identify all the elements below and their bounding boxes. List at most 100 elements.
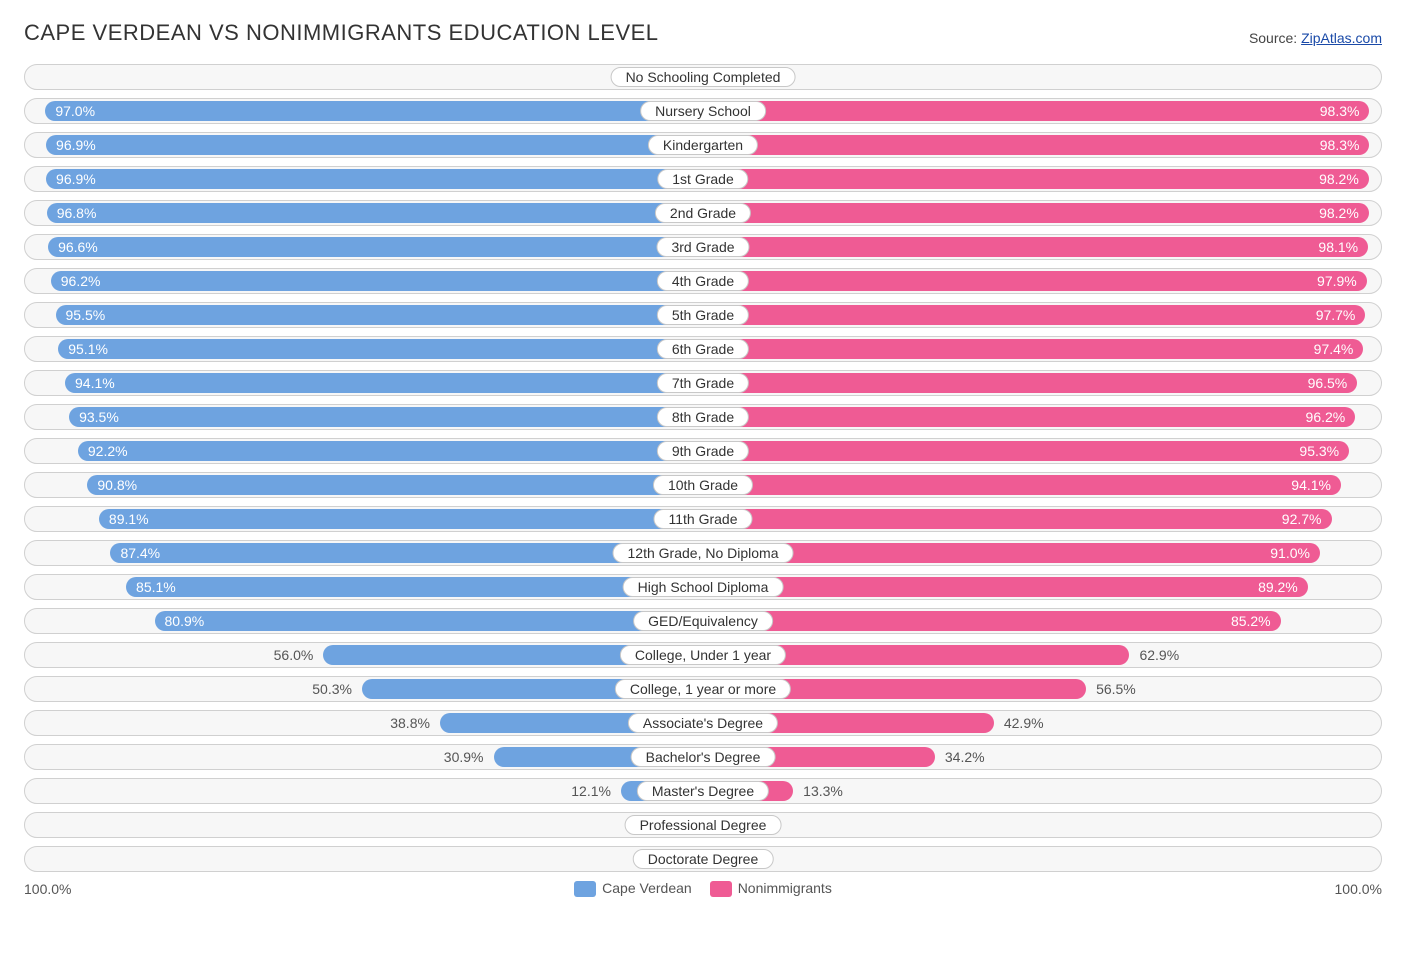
legend-swatch-left bbox=[574, 881, 596, 897]
pct-left: 85.1% bbox=[126, 577, 186, 597]
chart-row: 38.8%42.9%Associate's Degree bbox=[24, 710, 1382, 736]
pct-left: 94.1% bbox=[65, 373, 125, 393]
chart-row: 1.4%1.7%Doctorate Degree bbox=[24, 846, 1382, 872]
category-label: 9th Grade bbox=[657, 441, 749, 461]
pct-left: 80.9% bbox=[155, 611, 215, 631]
bar-left: 89.1% bbox=[99, 509, 703, 529]
bar-left: 95.5% bbox=[56, 305, 703, 325]
chart-row: 96.6%98.1%3rd Grade bbox=[24, 234, 1382, 260]
bar-left: 94.1% bbox=[65, 373, 703, 393]
bar-right: 98.3% bbox=[703, 101, 1369, 121]
source-attribution: Source: ZipAtlas.com bbox=[1249, 30, 1382, 46]
category-label: Kindergarten bbox=[648, 135, 758, 155]
chart-row: 3.1%1.8%No Schooling Completed bbox=[24, 64, 1382, 90]
bar-right: 97.7% bbox=[703, 305, 1365, 325]
bar-left: 96.2% bbox=[51, 271, 703, 291]
bar-right: 97.9% bbox=[703, 271, 1367, 291]
pct-right: 97.7% bbox=[1306, 305, 1366, 325]
chart-row: 93.5%96.2%8th Grade bbox=[24, 404, 1382, 430]
pct-left: 56.0% bbox=[264, 645, 324, 665]
pct-left: 96.8% bbox=[47, 203, 107, 223]
axis-right-max: 100.0% bbox=[1335, 881, 1382, 897]
category-label: Bachelor's Degree bbox=[631, 747, 776, 767]
bar-left: 85.1% bbox=[126, 577, 703, 597]
pct-right: 42.9% bbox=[994, 713, 1054, 733]
bar-left: 80.9% bbox=[155, 611, 704, 631]
bar-left: 97.0% bbox=[45, 101, 703, 121]
chart-row: 89.1% 92.7%11th Grade bbox=[24, 506, 1382, 532]
pct-left: 12.1% bbox=[561, 781, 621, 801]
pct-right: 98.2% bbox=[1309, 203, 1369, 223]
legend-swatch-right bbox=[710, 881, 732, 897]
category-label: Nursery School bbox=[640, 101, 766, 121]
legend-label-left: Cape Verdean bbox=[602, 880, 692, 896]
bar-right: 95.3% bbox=[703, 441, 1349, 461]
pct-left: 87.4% bbox=[110, 543, 170, 563]
chart-row: 92.2% 95.3% 9th Grade bbox=[24, 438, 1382, 464]
pct-right: 96.5% bbox=[1298, 373, 1358, 393]
bar-right: 89.2% bbox=[703, 577, 1308, 597]
legend: Cape Verdean Nonimmigrants bbox=[574, 880, 832, 897]
bar-right: 97.4% bbox=[703, 339, 1363, 359]
chart-row: 95.1%97.4%6th Grade bbox=[24, 336, 1382, 362]
chart-row: 56.0%62.9%College, Under 1 year bbox=[24, 642, 1382, 668]
chart-row: 94.1% 96.5% 7th Grade bbox=[24, 370, 1382, 396]
category-label: Doctorate Degree bbox=[633, 849, 774, 869]
pct-left: 97.0% bbox=[45, 101, 105, 121]
bar-left: 95.1% bbox=[58, 339, 703, 359]
pct-right: 97.4% bbox=[1304, 339, 1364, 359]
pct-right: 98.3% bbox=[1310, 135, 1370, 155]
category-label: 1st Grade bbox=[657, 169, 748, 189]
chart-header: CAPE VERDEAN VS NONIMMIGRANTS EDUCATION … bbox=[24, 20, 1382, 46]
category-label: 7th Grade bbox=[657, 373, 749, 393]
bar-right: 96.2% bbox=[703, 407, 1355, 427]
category-label: College, Under 1 year bbox=[620, 645, 786, 665]
chart-row: 90.8%94.1%10th Grade bbox=[24, 472, 1382, 498]
bar-right: 98.2% bbox=[703, 169, 1369, 189]
bar-right: 96.5% bbox=[703, 373, 1357, 393]
category-label: No Schooling Completed bbox=[611, 67, 796, 87]
bar-right: 98.3% bbox=[703, 135, 1369, 155]
source-link[interactable]: ZipAtlas.com bbox=[1301, 30, 1382, 46]
pct-right: 89.2% bbox=[1248, 577, 1308, 597]
bar-right: 92.7% bbox=[703, 509, 1332, 529]
pct-right: 98.2% bbox=[1309, 169, 1369, 189]
bar-left: 96.9% bbox=[46, 135, 703, 155]
pct-left: 96.2% bbox=[51, 271, 111, 291]
chart-footer: 100.0% Cape Verdean Nonimmigrants 100.0% bbox=[24, 880, 1382, 897]
bar-right: 85.2% bbox=[703, 611, 1281, 631]
chart-row: 3.4%3.9%Professional Degree bbox=[24, 812, 1382, 838]
chart-row: 96.2%97.9%4th Grade bbox=[24, 268, 1382, 294]
bar-right: 98.2% bbox=[703, 203, 1369, 223]
bar-left: 90.8% bbox=[87, 475, 703, 495]
source-prefix: Source: bbox=[1249, 30, 1301, 46]
category-label: 11th Grade bbox=[653, 509, 752, 529]
category-label: Professional Degree bbox=[625, 815, 782, 835]
chart-row: 87.4%91.0%12th Grade, No Diploma bbox=[24, 540, 1382, 566]
chart-row: 96.8%98.2%2nd Grade bbox=[24, 200, 1382, 226]
category-label: Master's Degree bbox=[637, 781, 769, 801]
bar-left: 96.8% bbox=[47, 203, 703, 223]
bar-left: 96.9% bbox=[46, 169, 703, 189]
chart-row: 50.3%56.5%College, 1 year or more bbox=[24, 676, 1382, 702]
chart-title: CAPE VERDEAN VS NONIMMIGRANTS EDUCATION … bbox=[24, 20, 659, 46]
chart-row: 96.9% 98.2% 1st Grade bbox=[24, 166, 1382, 192]
category-label: 12th Grade, No Diploma bbox=[613, 543, 794, 563]
pct-left: 89.1% bbox=[99, 509, 159, 529]
pct-right: 13.3% bbox=[793, 781, 853, 801]
category-label: College, 1 year or more bbox=[615, 679, 791, 699]
category-label: 8th Grade bbox=[657, 407, 749, 427]
pct-left: 95.1% bbox=[58, 339, 118, 359]
legend-item-left: Cape Verdean bbox=[574, 880, 692, 897]
legend-item-right: Nonimmigrants bbox=[710, 880, 832, 897]
pct-right: 94.1% bbox=[1281, 475, 1341, 495]
category-label: Associate's Degree bbox=[628, 713, 778, 733]
category-label: 3rd Grade bbox=[656, 237, 749, 257]
pct-right: 95.3% bbox=[1289, 441, 1349, 461]
pct-right: 34.2% bbox=[935, 747, 995, 767]
pct-left: 50.3% bbox=[302, 679, 362, 699]
category-label: 5th Grade bbox=[657, 305, 749, 325]
pct-left: 95.5% bbox=[56, 305, 116, 325]
pct-left: 92.2% bbox=[78, 441, 138, 461]
pct-right: 97.9% bbox=[1307, 271, 1367, 291]
